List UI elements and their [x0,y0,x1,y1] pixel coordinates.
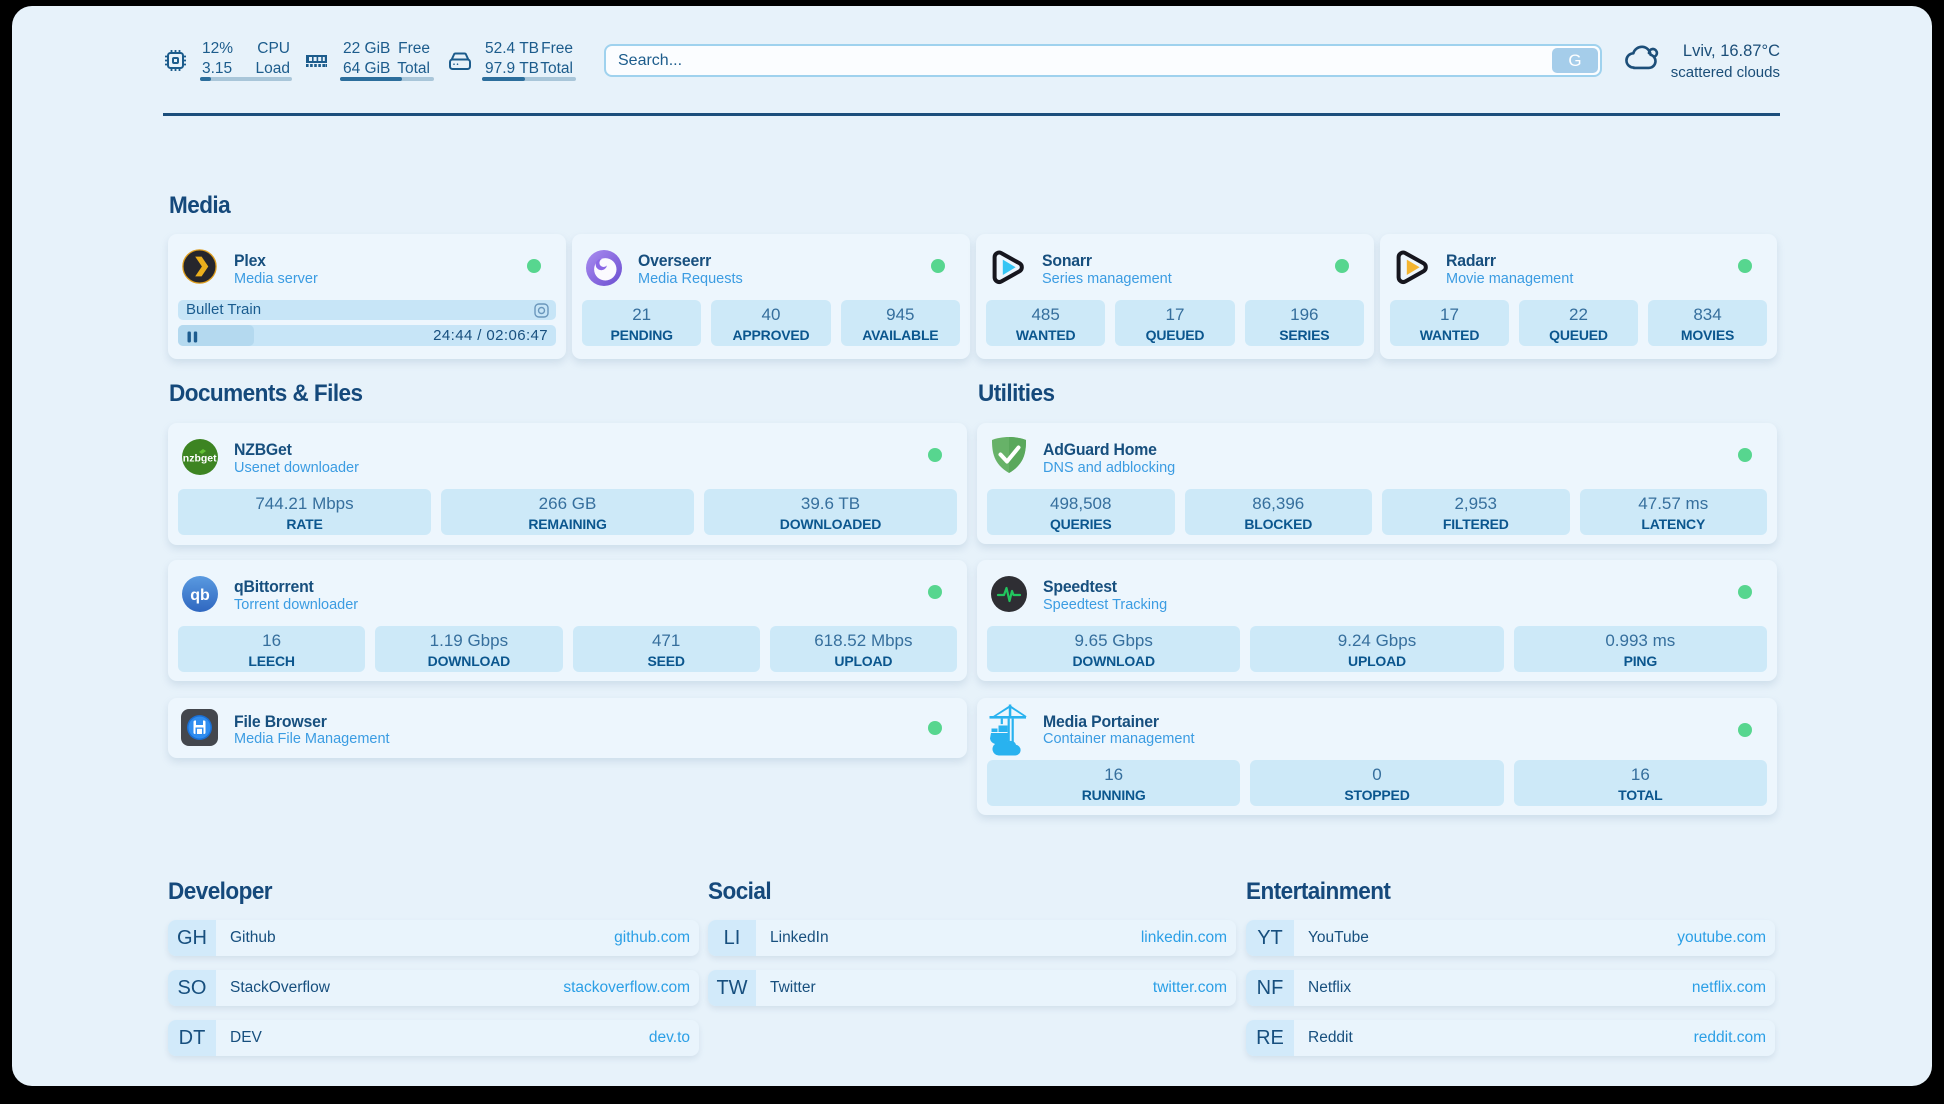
svg-text:qb: qb [190,587,210,604]
svg-text:nzbget: nzbget [183,453,217,465]
